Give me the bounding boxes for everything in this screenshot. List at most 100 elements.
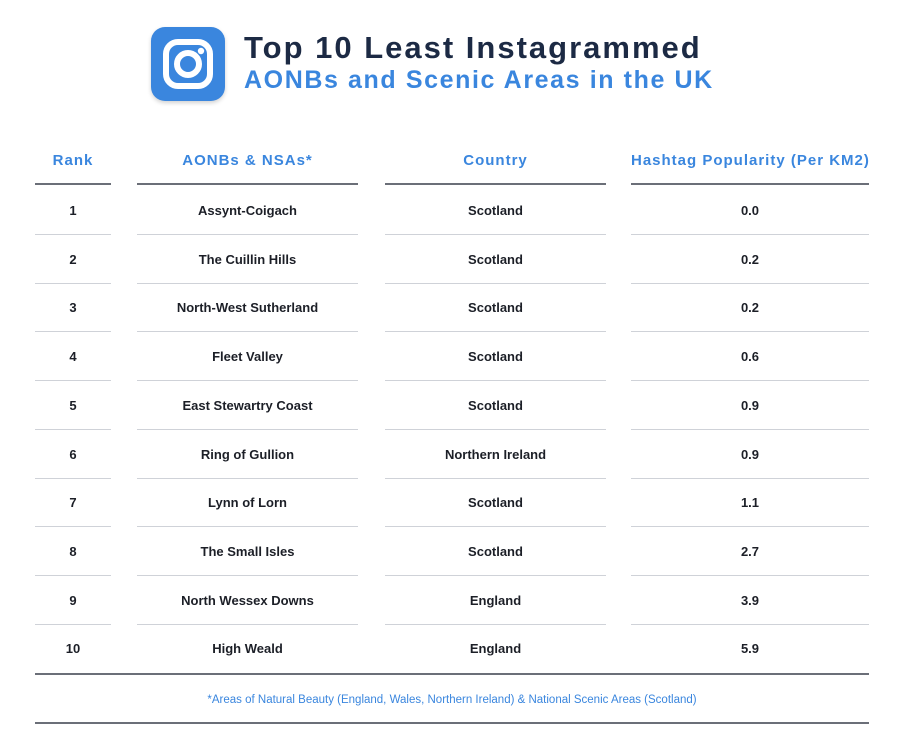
row-divider <box>35 477 111 479</box>
row-divider <box>631 380 869 382</box>
cell-popularity: 0.2 <box>740 300 760 316</box>
row-divider <box>385 234 606 235</box>
cell-name: East Stewartry Coast <box>182 397 313 413</box>
cell-rank: 10 <box>65 641 81 657</box>
cell-popularity: 0.9 <box>740 397 760 413</box>
cell-country: Scotland <box>468 349 523 365</box>
cell-country: Scotland <box>468 300 523 316</box>
row-divider <box>631 331 869 333</box>
row-divider <box>35 574 111 576</box>
row-divider <box>35 331 111 333</box>
row-divider <box>35 282 111 284</box>
row-divider <box>385 477 606 479</box>
cell-name: The Small Isles <box>200 543 295 559</box>
row-divider <box>631 428 869 430</box>
cell-popularity: 3.9 <box>740 592 760 608</box>
row-divider <box>631 574 869 576</box>
row-divider <box>35 428 111 430</box>
cell-rank: 9 <box>69 592 77 608</box>
cell-country: England <box>469 592 522 608</box>
column-header-rank: Rank <box>52 152 94 169</box>
cell-popularity: 0.2 <box>740 251 760 267</box>
cell-popularity: 0.6 <box>740 349 760 365</box>
cell-name: The Cuillin Hills <box>198 251 297 267</box>
cell-name: Assynt-Coigach <box>198 203 297 218</box>
table-row: 3 North-West Sutherland Scotland 0.2 <box>0 283 904 333</box>
cell-popularity: 2.7 <box>740 543 760 559</box>
cell-popularity: 1.1 <box>740 495 760 511</box>
row-divider <box>137 380 358 382</box>
row-divider <box>137 331 358 333</box>
cell-country: England <box>469 641 522 657</box>
row-divider <box>35 380 111 382</box>
cell-popularity: 0.9 <box>740 446 760 462</box>
table-row: 2 The Cuillin Hills Scotland 0.2 <box>0 235 904 284</box>
table-row: 6 Ring of Gullion Northern Ireland 0.9 <box>0 430 904 479</box>
header-rule <box>137 183 358 185</box>
cell-name: North Wessex Downs <box>181 592 314 608</box>
row-divider <box>35 623 111 625</box>
cell-rank: 4 <box>69 349 77 365</box>
row-divider <box>631 282 869 284</box>
row-divider <box>631 623 869 625</box>
row-divider <box>385 282 606 284</box>
row-divider <box>137 282 358 284</box>
column-header-name: AONBs & NSAs* <box>182 152 313 169</box>
instagram-icon <box>151 27 225 101</box>
table-row: 8 The Small Isles Scotland 2.7 <box>0 527 904 576</box>
table-row: 10 High Weald England 5.9 <box>0 624 904 673</box>
row-divider <box>137 526 358 528</box>
row-divider <box>137 574 358 576</box>
row-divider <box>631 477 869 479</box>
cell-rank: 6 <box>69 446 77 462</box>
row-divider <box>385 623 606 625</box>
cell-country: Scotland <box>468 251 523 267</box>
row-divider <box>137 234 358 235</box>
row-divider <box>137 477 358 479</box>
row-divider <box>631 526 869 528</box>
row-divider <box>385 380 606 382</box>
cell-name: High Weald <box>212 641 283 657</box>
table-row: 5 East Stewartry Coast Scotland 0.9 <box>0 381 904 430</box>
cell-popularity: 0.0 <box>740 203 760 218</box>
cell-name: North-West Sutherland <box>176 300 319 316</box>
row-divider <box>137 623 358 625</box>
row-divider <box>385 331 606 333</box>
row-divider <box>137 428 358 430</box>
column-header-popularity: Hashtag Popularity (Per KM2) <box>631 152 870 169</box>
cell-rank: 3 <box>69 300 77 316</box>
cell-name: Ring of Gullion <box>200 446 295 462</box>
table-row: 7 Lynn of Lorn Scotland 1.1 <box>0 478 904 528</box>
cell-rank: 8 <box>69 543 77 559</box>
row-divider <box>631 234 869 235</box>
table-bottom-rule <box>35 673 869 675</box>
cell-country: Scotland <box>468 203 523 218</box>
cell-popularity: 5.9 <box>740 641 760 657</box>
footer-rule <box>35 722 869 724</box>
header: Top 10 Least Instagrammed AONBs and Scen… <box>0 0 904 120</box>
cell-rank: 5 <box>69 397 77 413</box>
cell-rank: 1 <box>69 203 77 218</box>
row-divider <box>35 526 111 528</box>
cell-country: Northern Ireland <box>444 446 547 462</box>
header-rule <box>385 183 606 185</box>
footnote: *Areas of Natural Beauty (England, Wales… <box>207 694 697 706</box>
table-row: 1 Assynt-Coigach Scotland 0.0 <box>0 186 904 235</box>
cell-country: Scotland <box>468 397 523 413</box>
cell-name: Lynn of Lorn <box>208 495 287 511</box>
cell-name: Fleet Valley <box>212 349 283 365</box>
cell-country: Scotland <box>468 495 523 511</box>
column-header-country: Country <box>463 152 528 169</box>
header-rule <box>35 183 111 185</box>
page-subtitle: AONBs and Scenic Areas in the UK <box>244 66 714 94</box>
row-divider <box>385 526 606 528</box>
cell-country: Scotland <box>468 543 523 559</box>
header-rule <box>631 183 869 185</box>
table-row: 9 North Wessex Downs England 3.9 <box>0 576 904 625</box>
page-title: Top 10 Least Instagrammed <box>244 30 702 65</box>
cell-rank: 2 <box>69 251 77 267</box>
row-divider <box>385 574 606 576</box>
table-row: 4 Fleet Valley Scotland 0.6 <box>0 332 904 382</box>
row-divider <box>35 234 111 235</box>
cell-rank: 7 <box>69 495 77 511</box>
